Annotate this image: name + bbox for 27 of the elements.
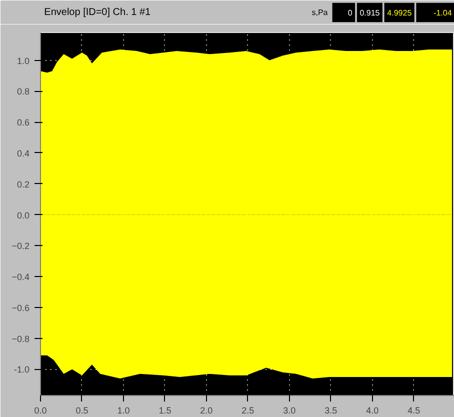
x-tick-label: 2.0 — [200, 406, 213, 416]
text: 0 — [348, 8, 353, 18]
y-tick-label: 0.2 — [16, 179, 30, 190]
y-tick-label: −0.2 — [12, 241, 30, 252]
y-tick-label: −0.4 — [12, 272, 30, 282]
y-tick-label: 0.8 — [16, 86, 30, 97]
x-tick-label: 3.0 — [283, 406, 296, 416]
text: 4.9925 — [387, 8, 412, 18]
x-tick-label: 0.5 — [76, 406, 88, 416]
x-tick-label: 1.5 — [158, 406, 172, 416]
y-tick-label: −0.6 — [12, 302, 30, 313]
x-tick-label: 2.5 — [242, 406, 254, 416]
y-tick-label: 0.6 — [16, 118, 30, 128]
text: 0.915 — [360, 8, 380, 18]
y-tick-label: -1.0 — [14, 364, 30, 375]
chart-title: Envelop [ID=0] Ch. 1 #1 — [44, 7, 152, 18]
text: s,Pa — [312, 8, 328, 17]
y-tick-label: 0.0 — [16, 210, 30, 220]
x-tick-label: 3.5 — [324, 406, 338, 416]
y-tick-label: 1.0 — [16, 56, 30, 66]
text: -1.04 — [434, 8, 452, 18]
x-tick-label: 4.5 — [408, 406, 420, 416]
x-tick-label: 4.0 — [366, 406, 379, 416]
y-tick-label: −0.8 — [12, 334, 30, 344]
x-tick-label: 1.0 — [117, 406, 130, 416]
y-tick-label: 0.4 — [16, 148, 30, 158]
x-tick-label: 0.0 — [34, 406, 47, 416]
